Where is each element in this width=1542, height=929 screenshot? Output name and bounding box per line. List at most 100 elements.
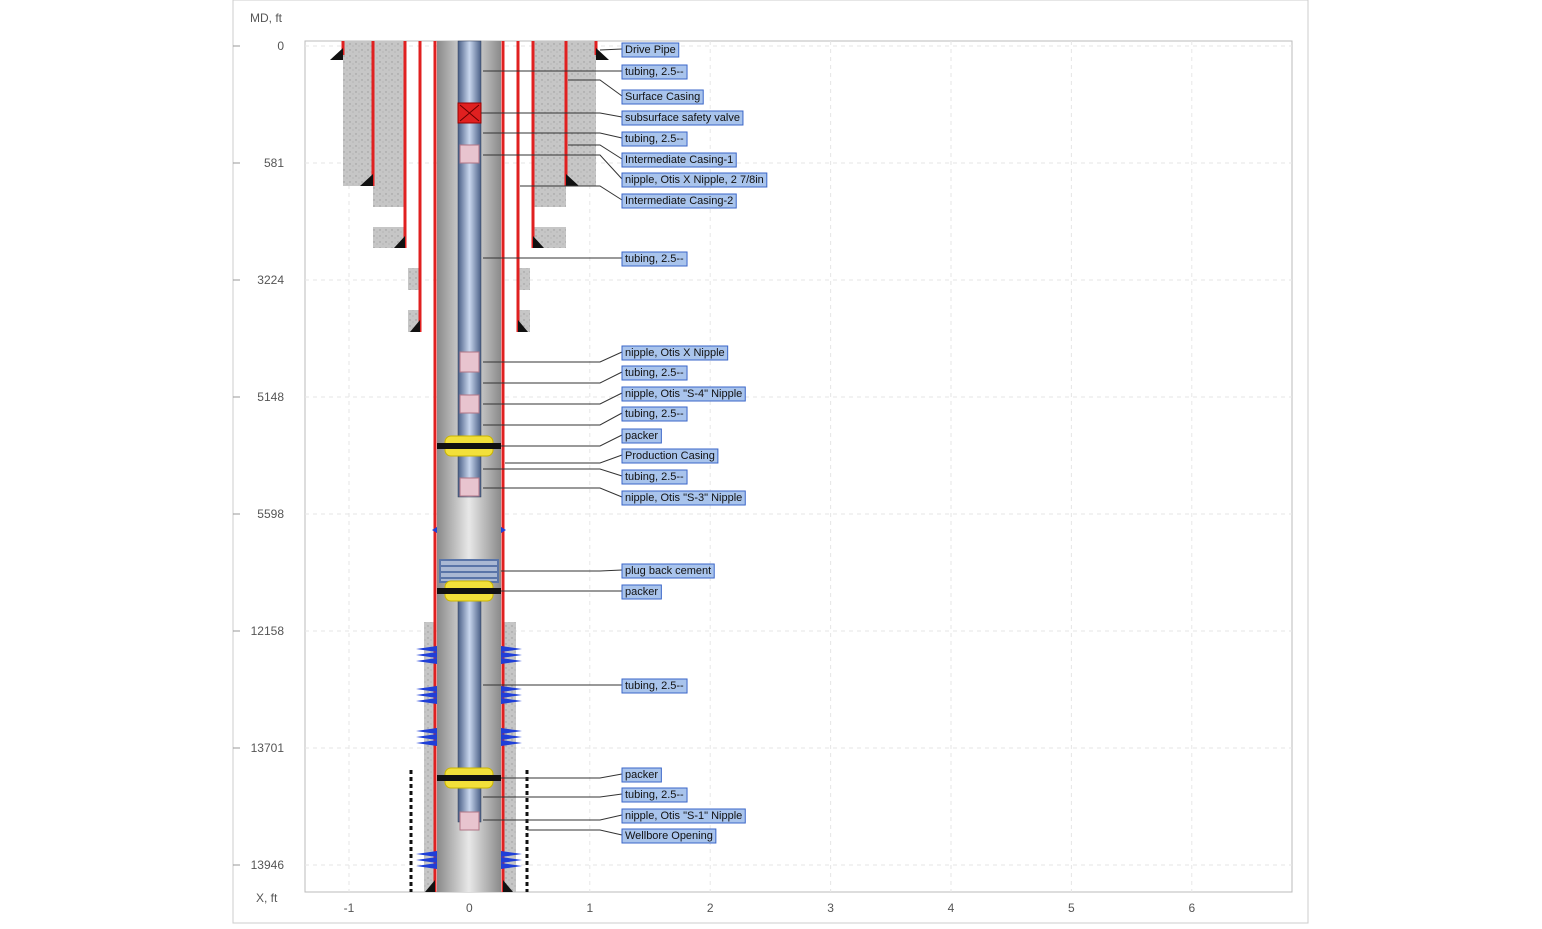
label-box xyxy=(621,428,662,444)
leader-line xyxy=(501,569,623,572)
component-label: subsurface safety valve xyxy=(625,112,740,124)
y-tick-label: 5148 xyxy=(257,390,284,404)
component-label: tubing, 2.5-- xyxy=(625,253,684,265)
packer-body xyxy=(437,588,501,594)
plug-back-cement xyxy=(439,559,499,583)
x-tick-label: 0 xyxy=(466,901,473,915)
y-tick-label: 13701 xyxy=(251,741,285,755)
x-tick-label: 2 xyxy=(707,901,714,915)
leader-line xyxy=(501,434,623,447)
component-label: tubing, 2.5-- xyxy=(625,66,684,78)
packer-body xyxy=(437,775,501,781)
component-label: packer xyxy=(625,430,658,442)
component-label: tubing, 2.5-- xyxy=(625,367,684,379)
label-box xyxy=(621,406,688,422)
plot-area xyxy=(304,40,1293,893)
x-tick-label: 6 xyxy=(1188,901,1195,915)
x-axis-title: X, ft xyxy=(256,891,278,905)
safety-valve-x xyxy=(459,104,480,122)
label-box xyxy=(621,563,715,579)
leader-line xyxy=(483,154,623,180)
label-box xyxy=(621,42,680,58)
nipples xyxy=(459,144,480,831)
wellbore-opening xyxy=(409,770,529,892)
component-label: plug back cement xyxy=(625,565,711,577)
label-box xyxy=(621,365,688,381)
leader-line xyxy=(501,773,623,779)
y-tick-label: 0 xyxy=(277,39,284,53)
y-tick-label: 3224 xyxy=(257,273,284,287)
leader-line xyxy=(483,468,623,477)
label-box xyxy=(621,64,688,80)
label-box xyxy=(621,490,746,506)
leader-line xyxy=(520,185,623,201)
label-box xyxy=(621,767,662,783)
component-label: tubing, 2.5-- xyxy=(625,408,684,420)
labels: Drive Pipe tubing, 2.5-- Surface Casing sub… xyxy=(481,42,768,844)
component-label: Production Casing xyxy=(625,450,715,462)
leader-line xyxy=(483,793,623,798)
x-tick-label: -1 xyxy=(344,901,355,915)
y-tick-label: 5598 xyxy=(257,507,284,521)
label-box xyxy=(621,828,717,844)
component-label: tubing, 2.5-- xyxy=(625,471,684,483)
label-box xyxy=(621,345,729,361)
label-box xyxy=(621,251,688,267)
packers xyxy=(437,435,501,789)
leader-line xyxy=(527,829,623,836)
label-box xyxy=(621,386,746,402)
leader-line xyxy=(599,48,623,51)
leader-line xyxy=(483,351,623,363)
component-label: tubing, 2.5-- xyxy=(625,680,684,692)
label-box xyxy=(621,89,704,105)
label-box xyxy=(621,152,737,168)
label-box xyxy=(621,678,688,694)
leader-line xyxy=(568,144,623,160)
y-tick-label: 581 xyxy=(264,156,284,170)
x-tick-label: 1 xyxy=(586,901,593,915)
label-box xyxy=(621,448,719,464)
component-label: Drive Pipe xyxy=(625,44,676,56)
x-tick-label: 5 xyxy=(1068,901,1075,915)
leader-line xyxy=(505,454,623,464)
component-label: Wellbore Opening xyxy=(625,830,713,842)
leader-line xyxy=(483,132,623,139)
y-tick-label: 12158 xyxy=(251,624,285,638)
leader-line xyxy=(483,371,623,384)
label-box xyxy=(621,808,746,824)
label-box xyxy=(621,787,688,803)
leader-line xyxy=(483,412,623,426)
component-label: nipple, Otis "S-4" Nipple xyxy=(625,388,742,400)
component-label: packer xyxy=(625,769,658,781)
label-box xyxy=(621,131,688,147)
component-label: nipple, Otis "S-3" Nipple xyxy=(625,492,742,504)
component-label: nipple, Otis X Nipple xyxy=(625,347,725,359)
casings xyxy=(341,41,598,892)
label-box xyxy=(621,584,662,600)
casing-shoes xyxy=(330,48,609,892)
leader-line xyxy=(483,392,623,405)
component-label: Intermediate Casing-1 xyxy=(625,154,733,166)
packer-body xyxy=(437,443,501,449)
leader-line xyxy=(483,487,623,498)
leader-line xyxy=(481,112,623,118)
frame xyxy=(232,0,1309,924)
component-label: tubing, 2.5-- xyxy=(625,133,684,145)
label-box xyxy=(621,469,688,485)
label-box xyxy=(621,172,768,188)
component-label: Surface Casing xyxy=(625,91,700,103)
x-tick-label: 3 xyxy=(827,901,834,915)
component-label: nipple, Otis X Nipple, 2 7/8in xyxy=(625,174,764,186)
component-label: tubing, 2.5-- xyxy=(625,789,684,801)
component-label: Intermediate Casing-2 xyxy=(625,195,733,207)
y-axis-title: MD, ft xyxy=(250,11,283,25)
y-tick-label: 13946 xyxy=(251,858,285,872)
leader-line xyxy=(483,814,623,821)
component-label: nipple, Otis "S-1" Nipple xyxy=(625,810,742,822)
x-tick-label: 4 xyxy=(948,901,955,915)
label-box xyxy=(621,193,737,209)
leader-line xyxy=(568,79,623,97)
component-label: packer xyxy=(625,586,658,598)
label-box xyxy=(621,110,744,126)
